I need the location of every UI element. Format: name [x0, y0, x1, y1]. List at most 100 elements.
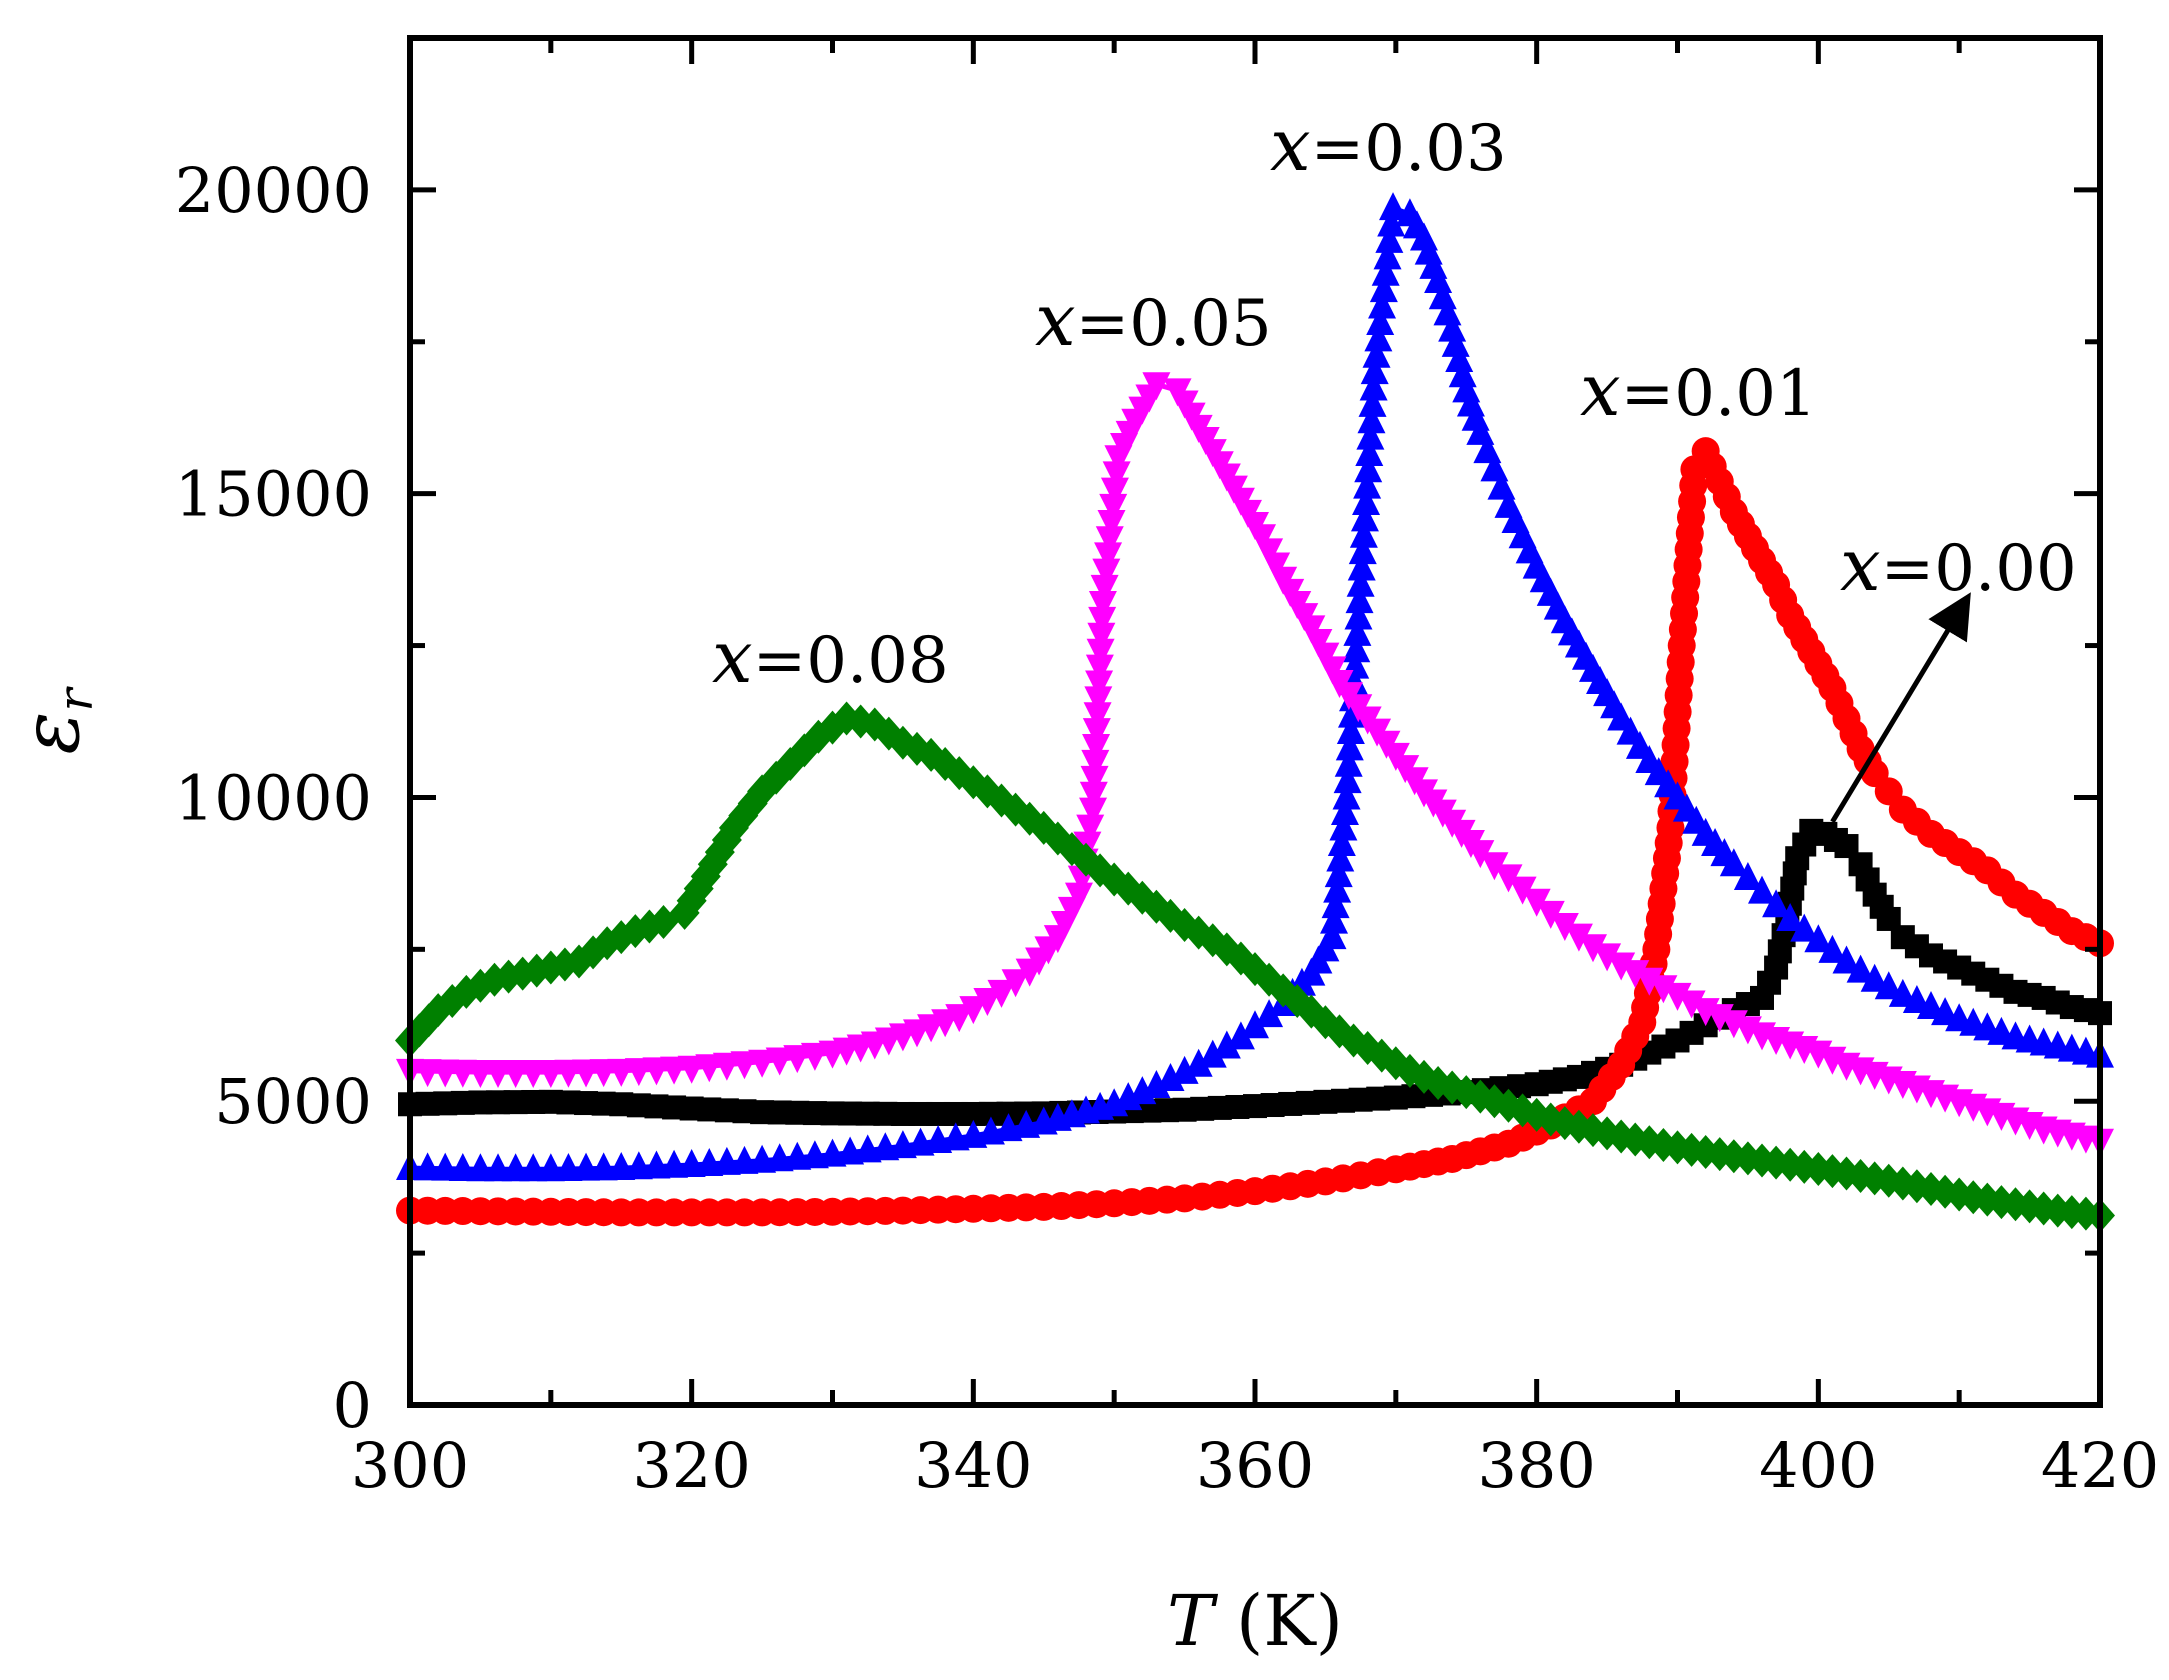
x-tick-label: 360 — [1196, 1429, 1314, 1502]
data-point-marker — [1142, 1070, 1171, 1099]
series-label-var: x — [1270, 103, 1311, 187]
series-1 — [396, 437, 2114, 1227]
data-point-marker — [1345, 585, 1374, 614]
data-point-marker — [1079, 781, 1108, 810]
data-point-marker — [1184, 1048, 1213, 1077]
data-point-marker — [1262, 552, 1291, 581]
data-point-marker — [1358, 388, 1387, 417]
data-point-marker — [1156, 1062, 1185, 1091]
data-point-marker — [1762, 889, 1791, 918]
x-tick-label: 300 — [351, 1429, 469, 1502]
data-point-marker — [1635, 967, 1664, 996]
x-tick-label: 320 — [632, 1429, 750, 1502]
series-label: x=0.03 — [1270, 103, 1507, 187]
data-point-marker — [695, 1054, 724, 1083]
data-point-marker — [1100, 477, 1129, 506]
data-point-marker — [1357, 405, 1386, 434]
data-point-marker — [1079, 797, 1108, 826]
data-point-marker — [1344, 601, 1373, 630]
series-label-value: =0.03 — [1311, 112, 1507, 186]
data-point-marker — [660, 1056, 689, 1085]
data-point-marker — [1353, 470, 1382, 499]
data-point-marker — [1564, 923, 1593, 952]
data-point-marker — [1508, 876, 1537, 905]
tick-layer: 300 320 340 360 380 400 420 0 5000 10000 15000 2000… — [175, 38, 2159, 1502]
data-point-marker — [1094, 542, 1123, 571]
data-point-marker — [1663, 982, 1692, 1011]
data-point-marker — [519, 1060, 548, 1089]
y-tick-label: 10000 — [175, 761, 372, 834]
data-point-marker — [1342, 634, 1371, 663]
series-label: x=0.01 — [1580, 348, 1817, 432]
data-point-marker — [1522, 888, 1551, 917]
series-3 — [396, 372, 2114, 1157]
data-point-marker — [1142, 372, 1171, 401]
x-tick-label: 420 — [2041, 1429, 2159, 1502]
data-point-marker — [1355, 437, 1384, 466]
y-tick-label: 5000 — [214, 1065, 372, 1138]
data-point-marker — [1170, 1055, 1199, 1084]
data-point-marker — [466, 1060, 495, 1089]
data-point-marker — [501, 1153, 530, 1182]
data-point-marker — [1448, 359, 1477, 388]
data-point-marker — [1343, 617, 1372, 646]
series-label-value: =0.05 — [1076, 287, 1272, 361]
data-point-marker — [1334, 748, 1363, 777]
series-label-var: x — [1035, 278, 1076, 362]
data-point-marker — [1329, 812, 1358, 841]
data-point-marker — [1494, 864, 1523, 893]
data-point-marker — [2028, 1191, 2059, 1226]
data-point-marker — [466, 1153, 495, 1182]
series-2 — [396, 192, 2114, 1182]
annotation-layer — [1830, 592, 1971, 824]
data-point-marker — [800, 1042, 829, 1071]
series-label: x=0.05 — [1035, 278, 1272, 362]
data-point-marker — [987, 979, 1016, 1008]
data-point-marker — [1438, 313, 1467, 342]
data-point-marker — [1621, 960, 1650, 989]
series-label-var: x — [1580, 348, 1621, 432]
data-point-marker — [536, 1060, 565, 1089]
data-point-marker — [572, 1059, 601, 1088]
data-point-marker — [1369, 274, 1398, 303]
data-point-marker — [1719, 848, 1748, 877]
data-point-marker — [1324, 859, 1353, 888]
data-point-marker — [1255, 999, 1284, 1028]
x-axis-title: T (K) — [1167, 1580, 1343, 1662]
data-point-marker — [1336, 716, 1365, 745]
data-point-marker — [1748, 875, 1776, 904]
data-point-marker — [748, 1049, 777, 1078]
series-label: x=0.00 — [1840, 523, 2077, 607]
data-point-marker — [1607, 952, 1636, 981]
data-point-marker — [1832, 945, 1861, 974]
series-label-var: x — [712, 615, 753, 699]
data-point-marker — [1354, 454, 1383, 483]
data-point-marker — [730, 1051, 759, 1080]
data-point-marker — [1248, 524, 1277, 553]
x-axis-unit: (K) — [1214, 1580, 1343, 1662]
data-point-marker — [783, 1045, 812, 1074]
data-point-marker — [1776, 902, 1805, 931]
data-point-marker — [1321, 890, 1350, 919]
data-point-marker — [1366, 306, 1395, 335]
data-point-marker — [1593, 943, 1622, 972]
data-point-marker — [1099, 493, 1128, 522]
data-point-marker — [1241, 1010, 1269, 1039]
data-point-marker — [1352, 487, 1381, 516]
data-point-marker — [677, 1055, 706, 1084]
data-point-marker — [973, 987, 1002, 1016]
data-point-marker — [484, 1153, 513, 1182]
data-point-marker — [1076, 814, 1105, 843]
series-label: x=0.08 — [712, 615, 949, 699]
x-tick-label: 340 — [914, 1429, 1032, 1502]
data-point-marker — [1318, 921, 1347, 950]
data-point-marker — [1090, 574, 1119, 603]
data-point-marker — [1085, 654, 1114, 683]
data-point-marker — [1550, 913, 1579, 942]
y-tick-label: 15000 — [175, 458, 372, 531]
data-point-marker — [413, 1152, 442, 1181]
data-point-marker — [448, 1152, 477, 1181]
data-point-marker — [1333, 765, 1362, 794]
data-point-marker — [1373, 241, 1402, 270]
x-axis-var: T — [1167, 1580, 1218, 1662]
